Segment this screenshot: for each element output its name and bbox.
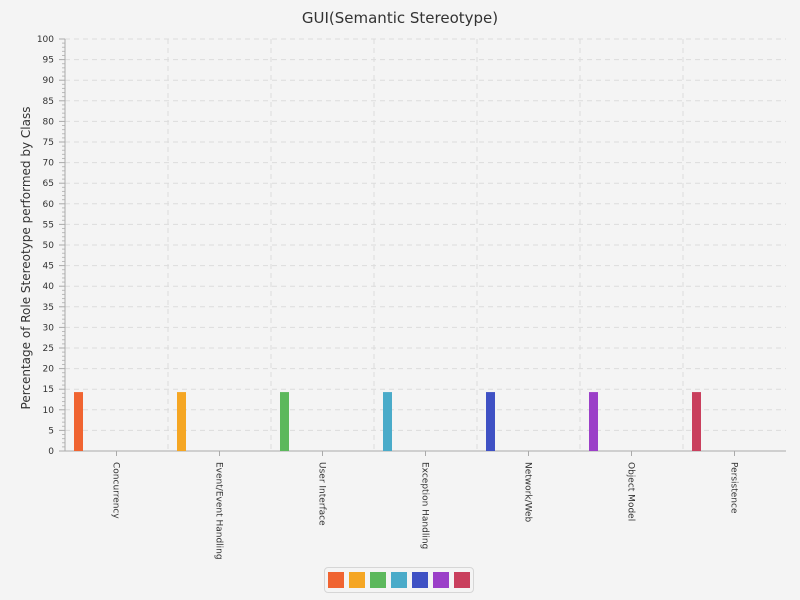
y-tick-label: 20	[43, 365, 55, 375]
y-tick-label: 30	[43, 323, 55, 333]
legend-swatch	[412, 572, 428, 588]
y-tick-label: 60	[43, 200, 55, 210]
y-tick-label: 0	[48, 447, 54, 457]
bar	[486, 392, 495, 451]
y-tick-label: 95	[43, 56, 54, 66]
legend-swatch	[328, 572, 344, 588]
bar	[74, 392, 83, 451]
x-tick-label: Concurrency	[111, 462, 121, 519]
legend-swatch	[454, 572, 470, 588]
chart-title: GUI(Semantic Stereotype)	[302, 9, 498, 27]
grid-lines	[65, 38, 786, 451]
bar	[280, 392, 289, 451]
y-axis-label: Percentage of Role Stereotype performed …	[19, 107, 33, 410]
legend-swatch	[391, 572, 407, 588]
x-tick-label: Event/Event Handling	[214, 462, 224, 560]
y-tick-label: 70	[43, 159, 55, 169]
bar	[383, 392, 392, 451]
x-tick-label: Persistence	[729, 462, 739, 514]
y-tick-label: 55	[43, 220, 54, 230]
bars	[74, 392, 701, 451]
x-tick-label: User Interface	[317, 462, 327, 526]
bar	[692, 392, 701, 451]
bar	[177, 392, 186, 451]
y-tick-label: 80	[43, 117, 55, 127]
x-tick-label: Exception Handling	[420, 462, 430, 549]
bar	[589, 392, 598, 451]
y-tick-label: 90	[43, 76, 55, 86]
x-tick-label: Network/Web	[523, 462, 533, 523]
y-tick-label: 100	[37, 35, 54, 45]
legend	[324, 567, 474, 593]
y-tick-label: 10	[43, 406, 55, 416]
legend-swatch	[370, 572, 386, 588]
y-tick-label: 85	[43, 97, 54, 107]
x-tick-labels: Concurrency Event/Event Handling User Inte…	[111, 462, 739, 560]
y-tick-label: 40	[43, 282, 55, 292]
y-tick-label: 25	[43, 344, 54, 354]
x-tick-label: Object Model	[626, 462, 636, 521]
y-tick-label: 50	[43, 241, 55, 251]
y-tick-label: 15	[43, 385, 54, 395]
y-tick-label: 5	[48, 426, 54, 436]
y-tick-label: 65	[43, 179, 54, 189]
y-tick-label: 45	[43, 262, 54, 272]
y-tick-label: 75	[43, 138, 54, 148]
y-tick-label: 35	[43, 303, 54, 313]
legend-swatch	[349, 572, 365, 588]
legend-swatch	[433, 572, 449, 588]
y-tick-labels: 0 5 10 15 20 25 30 35 40 45 50 55 60 65 70 75 80 85 90 95 10…	[37, 35, 54, 457]
